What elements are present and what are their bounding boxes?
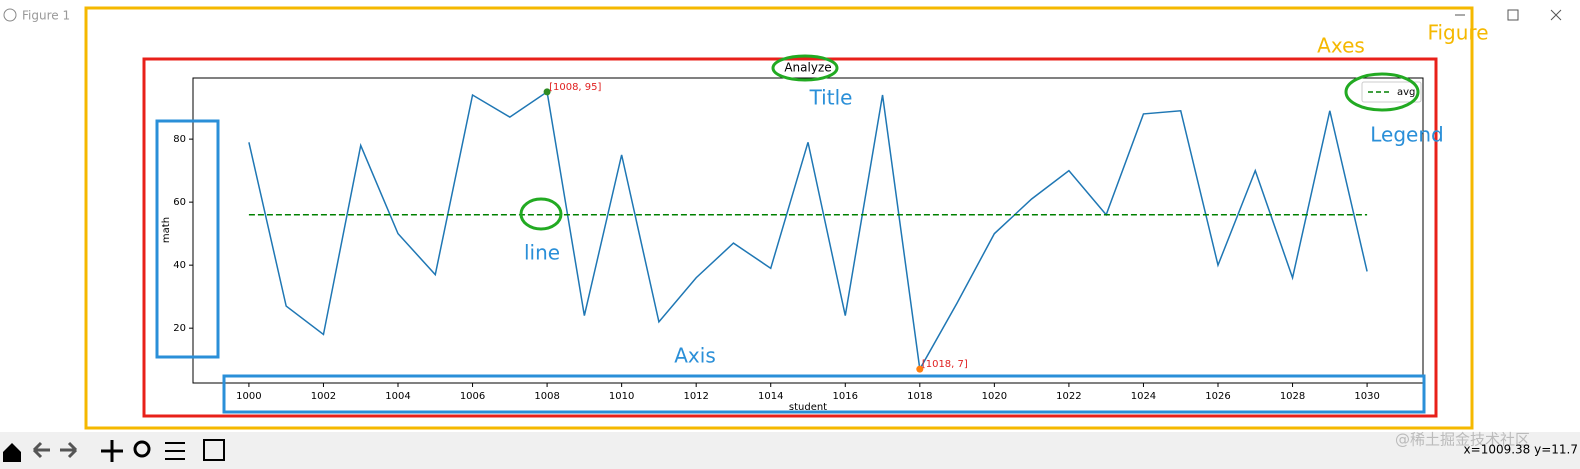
legend-label: avg [1397, 87, 1415, 98]
x-tick-label: 1026 [1205, 391, 1230, 402]
title-label: Title [809, 86, 853, 110]
axes-outline [142, 57, 1438, 418]
title-ellipse [771, 54, 839, 82]
status-text: x=1009.38 y=11.7 [1464, 443, 1578, 457]
y-axis-outline [155, 119, 220, 359]
x-tick-label: 1020 [982, 391, 1007, 402]
figure-label: Figure [1427, 21, 1488, 45]
watermark: @稀土掘金技术社区 [1395, 431, 1530, 449]
y-axis-label: math [161, 217, 172, 243]
x-tick-label: 1010 [609, 391, 634, 402]
x-tick-label: 1002 [311, 391, 336, 402]
legend-ellipse [1344, 72, 1420, 112]
line-series [248, 90, 1368, 372]
x-tick-label: 1030 [1354, 391, 1379, 402]
configure-button[interactable] [165, 442, 185, 460]
legend-box [1361, 81, 1422, 103]
annotation-point [543, 88, 551, 96]
save-button[interactable] [203, 439, 225, 461]
x-tick-label: 1018 [907, 391, 932, 402]
x-tick-label: 1000 [236, 391, 261, 402]
x-tick-label: 1028 [1280, 391, 1305, 402]
x-tick-label: 1012 [683, 391, 708, 402]
forward-button[interactable] [60, 441, 78, 459]
axes-frame [192, 77, 1424, 384]
close-button[interactable] [1550, 9, 1562, 21]
x-tick-label: 1008 [534, 391, 559, 402]
axis-label: Axis [674, 344, 716, 368]
annotation-text: [1018, 7] [922, 359, 968, 370]
home-button[interactable] [3, 443, 21, 462]
app-icon [3, 8, 17, 22]
y-tick-label: 80 [173, 134, 186, 145]
x-tick-label: 1006 [460, 391, 485, 402]
back-button[interactable] [32, 441, 50, 459]
plot: 1000 1002 1004 1006 1008 1010 1012 1014 1016 1018… [173, 81, 1422, 402]
zoom-button[interactable] [133, 440, 151, 458]
annotation-point [916, 365, 924, 373]
pan-button[interactable] [101, 440, 123, 462]
x-tick-label: 1024 [1131, 391, 1156, 402]
window-title: Figure 1 [22, 9, 70, 23]
figure-outline [84, 6, 1474, 430]
x-tick-label: 1004 [385, 391, 410, 402]
axes-label: Axes [1317, 34, 1365, 58]
x-tick-label: 1016 [833, 391, 858, 402]
line-label: line [524, 241, 560, 265]
y-tick-label: 60 [173, 197, 186, 208]
x-axis-outline [222, 374, 1426, 414]
x-tick-label: 1022 [1056, 391, 1081, 402]
legend-label: Legend [1370, 123, 1443, 147]
y-tick-label: 20 [173, 323, 186, 334]
chart-title: Analyze [784, 61, 831, 75]
line-ellipse [519, 197, 563, 231]
x-tick-label: 1014 [758, 391, 783, 402]
x-axis-label: student [789, 402, 827, 413]
toolbar [0, 432, 1580, 469]
annotation-text: [1008, 95] [549, 82, 601, 93]
y-tick-label: 40 [173, 260, 186, 271]
maximize-button[interactable] [1507, 9, 1519, 21]
